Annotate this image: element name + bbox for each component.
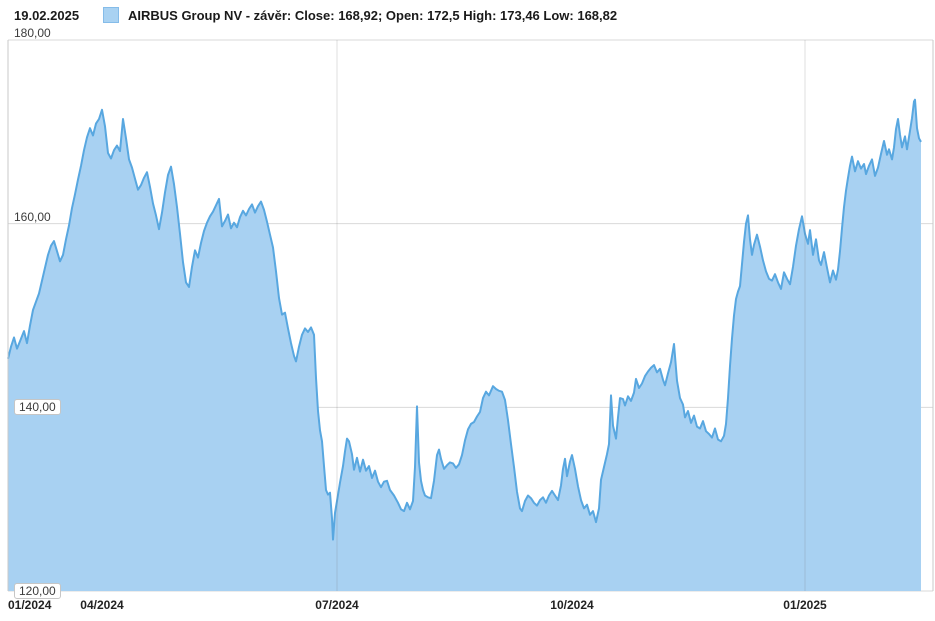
legend-label: AIRBUS Group NV - závěr: Close: 168,92; … (128, 7, 618, 23)
chart-header: 19.02.2025 AIRBUS Group NV - závěr: Clos… (0, 0, 935, 30)
y-tick-label-140: 140,00 (14, 399, 61, 416)
x-tick-label-01-2024: 01/2024 (8, 598, 52, 612)
y-tick-label-160: 160,00 (14, 209, 51, 224)
legend-swatch-icon (103, 7, 119, 23)
date-label: 19.02.2025 (14, 8, 80, 23)
x-tick-label-01-2025: 01/2025 (783, 598, 827, 612)
price-area[interactable] (8, 99, 921, 591)
price-line (7, 98, 922, 541)
x-tick-label-04-2024: 04/2024 (80, 598, 124, 612)
legend[interactable]: AIRBUS Group NV - závěr: Close: 168,92; … (103, 7, 617, 23)
x-tick-label-07-2024: 07/2024 (315, 598, 359, 612)
x-tick-label-10-2024: 10/2024 (550, 598, 594, 612)
y-tick-label-120: 120,00 (14, 583, 61, 599)
y-tick-label-180: 180,00 (14, 26, 51, 40)
